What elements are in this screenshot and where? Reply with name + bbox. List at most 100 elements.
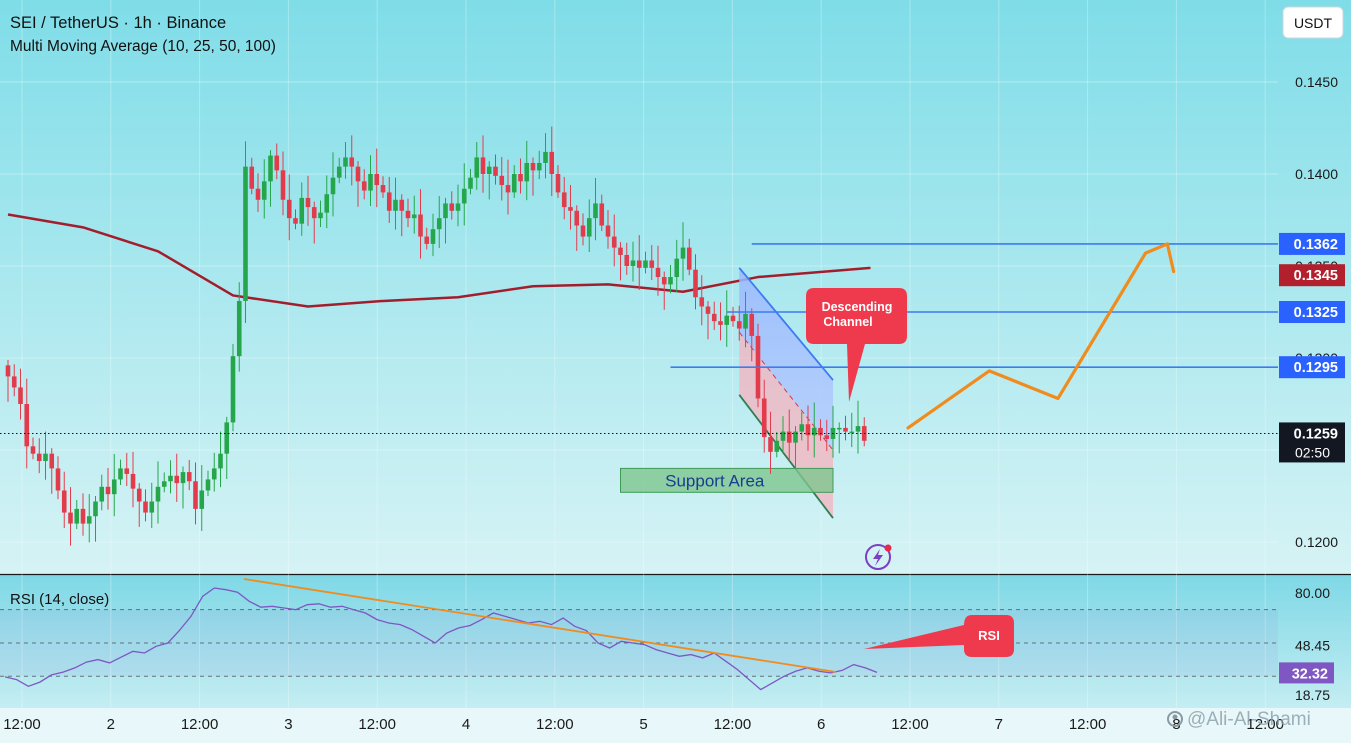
candle-body	[711, 313, 717, 322]
candle-body	[568, 207, 573, 211]
price-tick-label: 0.1400	[1295, 166, 1338, 182]
price-label-box	[1279, 264, 1345, 287]
rsi-line	[4, 587, 878, 691]
time-tick-label: 6	[817, 716, 825, 733]
candle-body	[536, 162, 542, 171]
candle-body	[161, 481, 167, 487]
candle-body	[693, 269, 698, 298]
candle-body	[218, 453, 223, 469]
candle-body	[124, 468, 130, 474]
candle-body	[743, 313, 748, 329]
candle-body	[93, 501, 98, 517]
candle-body	[749, 313, 755, 336]
candle-body	[793, 431, 798, 443]
currency-button[interactable]: USDT	[1282, 6, 1344, 39]
candle-body	[118, 468, 123, 480]
projection-line	[906, 242, 1176, 430]
candle-body	[611, 236, 617, 248]
channel-upper-fill	[739, 267, 833, 450]
time-tick-label: 12:00	[1246, 716, 1284, 733]
candle-body	[399, 199, 405, 211]
candle-body	[668, 277, 673, 285]
candle-body	[286, 199, 292, 219]
currency-button-label: USDT	[1294, 15, 1333, 31]
candle-body	[30, 446, 36, 454]
candle-body	[336, 166, 342, 178]
price-label-box	[1279, 356, 1345, 379]
candle-body	[5, 365, 11, 377]
price-label-box	[1279, 422, 1345, 463]
candle-body	[605, 225, 611, 237]
candle-body	[155, 486, 161, 502]
price-label-text: 0.1325	[1294, 305, 1338, 321]
candle-body	[511, 174, 517, 193]
candle-body	[55, 468, 61, 491]
candle-body	[43, 453, 48, 462]
candle-body	[186, 472, 192, 482]
candle-body	[574, 210, 580, 226]
candle-body	[655, 267, 661, 278]
candle-body	[211, 468, 217, 480]
time-tick-label: 8	[1172, 716, 1180, 733]
rsi-tick-label: 18.75	[1295, 687, 1330, 703]
candle-body	[761, 398, 767, 438]
candle-body	[649, 260, 655, 268]
candle-body	[386, 192, 392, 211]
time-tick-label: 12:00	[714, 716, 752, 733]
time-axis-background	[0, 708, 1351, 743]
time-axis[interactable]: 12:00 2 12:00 3 12:00 4 12:00 5 12:00 6 12:00 7 12:0…	[3, 716, 1284, 733]
descending-channel-callout	[806, 288, 907, 402]
candle-body	[299, 197, 305, 224]
candle-body	[374, 174, 380, 186]
candle-body	[580, 225, 586, 237]
candle-body	[624, 254, 630, 266]
candle-body	[530, 162, 536, 171]
support-area[interactable]: Support Area	[620, 467, 834, 493]
candle-body	[630, 260, 636, 266]
candle-body	[824, 435, 830, 439]
alert-icon[interactable]	[865, 544, 892, 570]
rsi-title: RSI (14, close)	[10, 591, 109, 608]
time-tick-label: 12:00	[358, 716, 396, 733]
candle-body	[736, 321, 742, 329]
candle-body	[380, 185, 386, 193]
candle-body	[474, 157, 480, 178]
candle-body	[180, 472, 186, 484]
rsi-levels	[0, 609, 1278, 677]
candle-body	[686, 247, 692, 270]
rsi-value-box	[1279, 662, 1334, 684]
projection-path[interactable]	[906, 242, 1176, 430]
candle-body	[718, 321, 723, 325]
candle-body	[193, 481, 198, 509]
candle-body	[543, 151, 548, 163]
candle-body	[843, 427, 848, 432]
candle-body	[674, 258, 680, 278]
candle-body	[730, 315, 736, 322]
candle-body	[130, 473, 136, 489]
price-axis[interactable]: 0.14500.14000.13500.13000.12500.12000.13…	[1279, 74, 1345, 550]
candle-body	[349, 157, 355, 167]
rsi-axis: 80.00 48.45 18.75 32.32	[1279, 585, 1334, 703]
candle-body	[330, 177, 336, 195]
candle-body	[143, 501, 148, 513]
time-tick-label: 12:00	[891, 716, 929, 733]
price-tick-label: 0.1450	[1295, 74, 1338, 90]
candle-body	[811, 427, 817, 436]
candle-body	[786, 431, 792, 443]
candle-body	[99, 486, 105, 502]
rsi-indicator	[0, 578, 1278, 691]
candle-body	[243, 166, 248, 301]
candle-body	[436, 218, 442, 230]
candle-body	[618, 247, 623, 255]
candle-body	[274, 155, 280, 171]
time-tick-label: 12:00	[536, 716, 574, 733]
channel-lower-line	[738, 394, 834, 519]
candle-body	[661, 277, 667, 285]
candle-body	[555, 174, 561, 193]
support-area-box	[620, 467, 834, 493]
candle-body	[586, 218, 592, 237]
callout-line-1: Descending	[822, 300, 893, 314]
